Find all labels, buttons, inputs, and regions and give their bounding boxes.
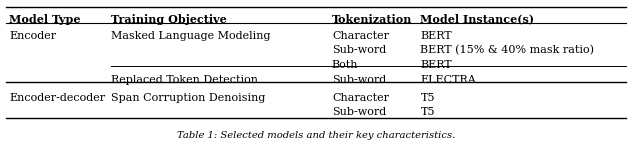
Text: T5: T5	[420, 93, 435, 103]
Text: Encoder: Encoder	[10, 31, 56, 41]
Text: Replaced Token Detection: Replaced Token Detection	[111, 75, 258, 85]
Text: Both: Both	[332, 60, 358, 70]
Text: Character: Character	[332, 31, 389, 41]
Text: Encoder-decoder: Encoder-decoder	[10, 93, 106, 103]
Text: Masked Language Modeling: Masked Language Modeling	[111, 31, 270, 41]
Text: Table 1: Selected models and their key characteristics.: Table 1: Selected models and their key c…	[177, 131, 455, 140]
Text: Model Instance(s): Model Instance(s)	[420, 14, 534, 25]
Text: BERT (15% & 40% mask ratio): BERT (15% & 40% mask ratio)	[420, 45, 595, 56]
Text: Sub-word: Sub-word	[332, 75, 386, 85]
Text: Model Type: Model Type	[10, 14, 81, 25]
Text: BERT: BERT	[420, 31, 452, 41]
Text: Sub-word: Sub-word	[332, 45, 386, 55]
Text: Training Objective: Training Objective	[111, 14, 227, 25]
Text: Character: Character	[332, 93, 389, 103]
Text: Sub-word: Sub-word	[332, 107, 386, 117]
Text: Span Corruption Denoising: Span Corruption Denoising	[111, 93, 265, 103]
Text: Tokenization: Tokenization	[332, 14, 412, 25]
Text: ELECTRA: ELECTRA	[420, 75, 476, 85]
Text: T5: T5	[420, 107, 435, 117]
Text: BERT: BERT	[420, 60, 452, 70]
